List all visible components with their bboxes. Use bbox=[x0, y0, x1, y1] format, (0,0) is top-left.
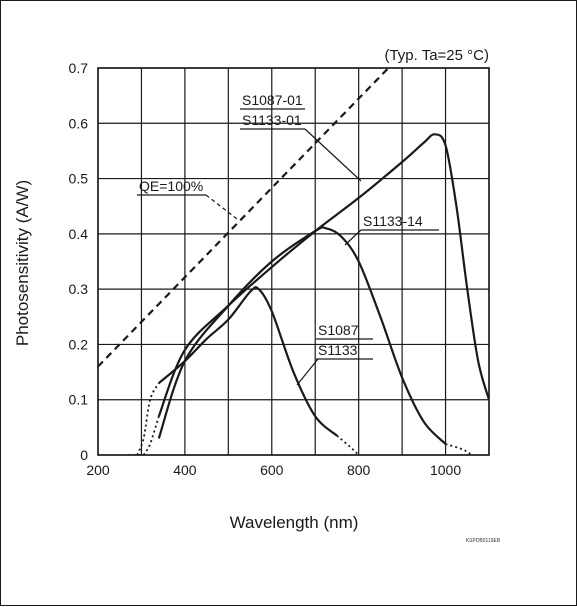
label-leader-line bbox=[205, 194, 238, 220]
x-tick-label: 1000 bbox=[430, 462, 461, 478]
x-tick-label: 800 bbox=[347, 462, 371, 478]
y-tick-label: 0.1 bbox=[69, 392, 89, 408]
series-label: S1087 bbox=[318, 322, 359, 338]
y-tick-label: 0.3 bbox=[69, 281, 89, 297]
y-tick-label: 0 bbox=[80, 447, 88, 463]
series-label: S1133 bbox=[318, 342, 358, 358]
dotted-extension bbox=[445, 443, 473, 455]
conditions-note: (Typ. Ta=25 °C) bbox=[384, 47, 489, 64]
x-tick-label: 200 bbox=[86, 462, 110, 478]
series-label: S1087-01 bbox=[242, 92, 303, 108]
y-tick-label: 0.5 bbox=[69, 171, 89, 187]
series-label: S1133-14 bbox=[363, 213, 423, 229]
y-tick-label: 0.4 bbox=[69, 226, 89, 242]
S1133-14-curve bbox=[157, 226, 447, 445]
dotted-extension bbox=[336, 434, 360, 455]
x-tick-label: 400 bbox=[173, 462, 197, 478]
x-axis-title: Wavelength (nm) bbox=[230, 513, 359, 532]
label-leader-line bbox=[344, 229, 362, 246]
y-tick-label: 0.7 bbox=[69, 60, 89, 76]
series-labels: S1087-01 S1133-01 S1133-14 S1087 S1133 QE=100… bbox=[139, 92, 423, 358]
y-tick-label: 0.2 bbox=[69, 336, 89, 352]
grid bbox=[97, 67, 490, 456]
label-leader-line bbox=[304, 128, 362, 182]
series-layer bbox=[98, 68, 489, 455]
S1087-01-S1133-01-curve bbox=[157, 133, 489, 417]
plot-border bbox=[97, 67, 490, 456]
tick-labels: 200 400 600 800 1000 0 0.1 0.2 0.3 0.4 0.5 0.6 0.7 bbox=[69, 60, 462, 478]
series-label: S1133-01 bbox=[242, 112, 302, 128]
series-label: QE=100% bbox=[139, 178, 203, 194]
label-leaders bbox=[137, 108, 439, 386]
S1087-S1133-curve bbox=[158, 286, 338, 437]
label-leader-line bbox=[296, 358, 319, 386]
dotted-extension bbox=[142, 416, 160, 455]
dotted-extension bbox=[136, 382, 160, 455]
y-axis-title: Photosensitivity (A/W) bbox=[13, 180, 32, 346]
x-tick-label: 600 bbox=[260, 462, 284, 478]
qe-100-line bbox=[98, 68, 390, 368]
y-tick-label: 0.6 bbox=[69, 115, 89, 131]
figure-code: KSPDB0119EB bbox=[466, 538, 501, 544]
